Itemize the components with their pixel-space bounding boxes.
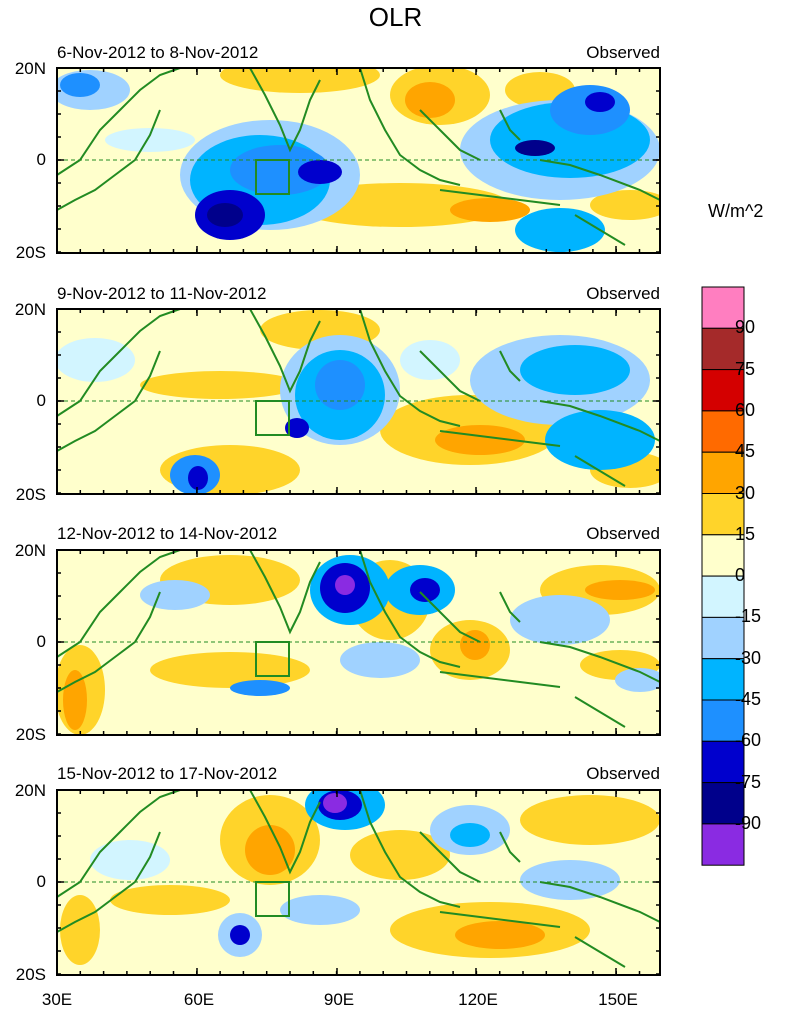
colorbar-swatch: [701, 740, 745, 784]
map-panel-2: [57, 309, 660, 494]
lat-label-20s: 20S: [15, 243, 46, 262]
colorbar-units: W/m^2: [708, 201, 764, 221]
lat-label-eq: 0: [36, 632, 46, 651]
colorbar-label: 0: [735, 565, 746, 586]
colorbar-swatch: [701, 286, 745, 329]
panel-3-period: 12-Nov-2012 to 14-Nov-2012: [57, 524, 278, 543]
lon-label-120e: 120E: [458, 990, 498, 1009]
lat-label-20n: 20N: [14, 541, 46, 560]
lon-label-90e: 90E: [323, 990, 355, 1009]
panel-1-label: Observed: [586, 43, 660, 62]
map-panel-1: [57, 68, 660, 253]
lat-label-20s: 20S: [15, 725, 46, 744]
colorbar-label: 60: [735, 399, 756, 420]
colorbar-label: -45: [735, 689, 762, 709]
colorbar-swatch: [701, 534, 745, 577]
coastlines: [56, 67, 661, 968]
colorbar-swatch: [701, 451, 745, 495]
colorbar-label: -90: [735, 812, 762, 833]
colorbar-label: 15: [735, 523, 756, 544]
panel-2-period: 9-Nov-2012 to 11-Nov-2012: [57, 284, 267, 303]
colorbar-label: 75: [735, 358, 756, 379]
panel-4-label: Observed: [586, 764, 660, 783]
lat-label-20n: 20N: [14, 300, 46, 319]
lat-label-20n: 20N: [14, 59, 46, 78]
map-panel-4: [57, 790, 660, 975]
panel-3-label: Observed: [586, 524, 660, 543]
colorbar-label: 90: [735, 317, 756, 338]
reference-boxes: [255, 159, 290, 917]
panel-2-label: Observed: [586, 284, 660, 303]
colorbar-swatch: [701, 616, 745, 660]
colorbar: [701, 286, 745, 866]
colorbar-swatch: [701, 327, 745, 371]
colorbar-swatch: [701, 410, 745, 453]
colorbar-swatch: [701, 658, 745, 701]
figure-title: OLR: [368, 2, 423, 32]
lat-label-20s: 20S: [15, 485, 46, 504]
colorbar-swatch: [701, 782, 745, 825]
colorbar-label: -60: [735, 730, 762, 751]
lat-label-eq: 0: [36, 872, 46, 891]
lon-label-60e: 60E: [183, 990, 215, 1009]
colorbar-swatch: [701, 823, 745, 866]
lat-label-eq: 0: [36, 150, 46, 169]
colorbar-label: -15: [735, 606, 762, 627]
colorbar-label: -30: [735, 647, 762, 668]
lon-label-150e: 150E: [598, 990, 638, 1009]
lat-label-eq: 0: [36, 391, 46, 410]
colorbar-swatch: [701, 369, 745, 412]
lat-label-20s: 20S: [15, 965, 46, 984]
lat-label-20n: 20N: [14, 781, 46, 800]
colorbar-label: -75: [735, 771, 762, 792]
axis-ticks: [56, 67, 660, 976]
panel-1-period: 6-Nov-2012 to 8-Nov-2012: [57, 43, 259, 62]
colorbar-swatch: [701, 575, 745, 618]
colorbar-swatch: [701, 493, 745, 536]
colorbar-label: 30: [735, 482, 756, 503]
panel-4-period: 15-Nov-2012 to 17-Nov-2012: [57, 764, 278, 783]
lon-label-30e: 30E: [41, 990, 73, 1009]
colorbar-label: 45: [735, 441, 756, 462]
equator-lines: [57, 159, 660, 883]
